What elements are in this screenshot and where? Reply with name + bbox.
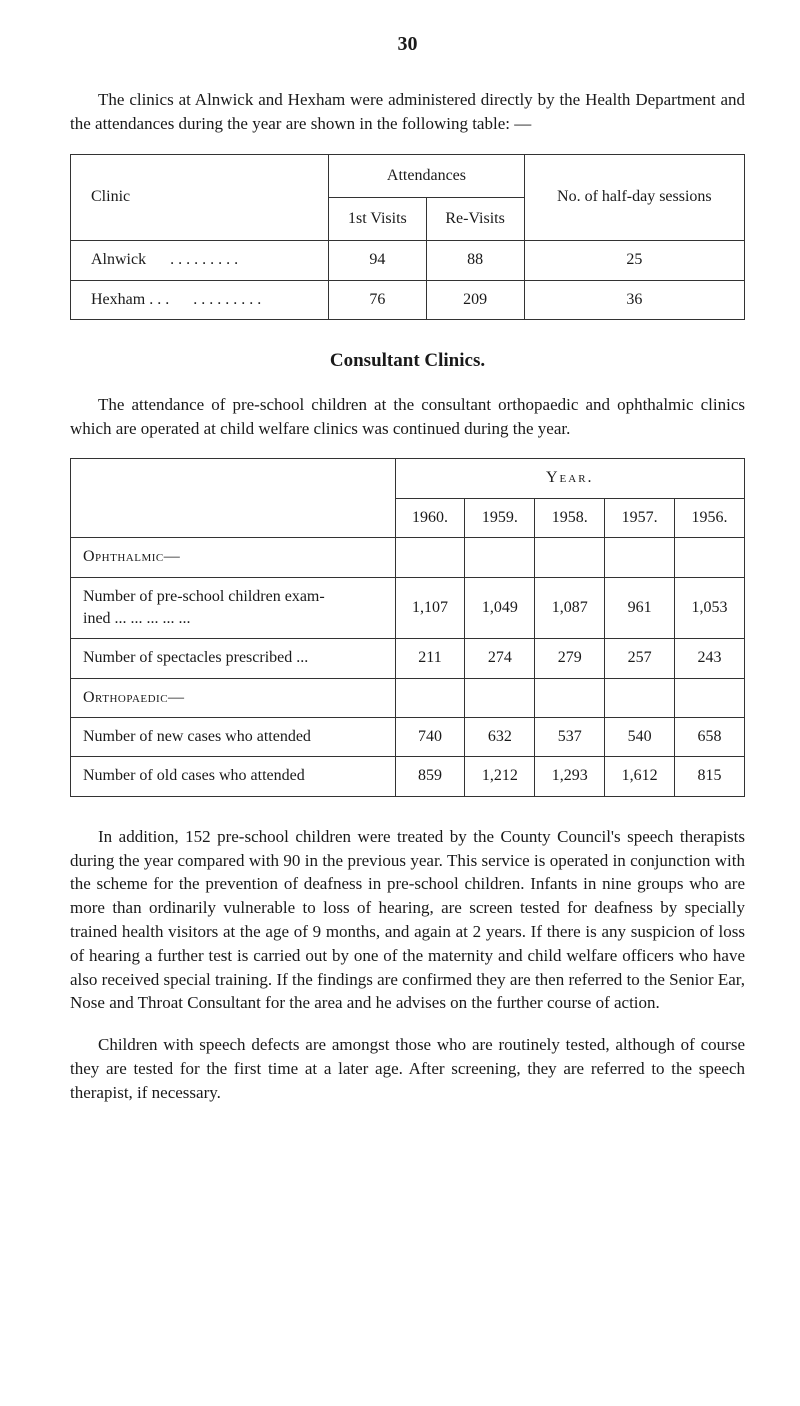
cell-half: 25 (524, 241, 744, 280)
cell-val: 540 (605, 718, 675, 757)
cell-empty (395, 678, 465, 717)
table-row: Ophthalmic— (71, 538, 745, 577)
clinic-name: Alnwick (91, 251, 146, 268)
th-attendances: Attendances (329, 154, 524, 197)
th-year: Year. (395, 459, 744, 498)
cell-val: 274 (465, 639, 535, 678)
th-year-col: 1956. (675, 498, 745, 537)
th-year-col: 1960. (395, 498, 465, 537)
row-label: Number of new cases who attended (71, 718, 396, 757)
clinic-table: Clinic Attendances No. of half-day sessi… (70, 154, 745, 321)
cell-val: 740 (395, 718, 465, 757)
cell-val: 658 (675, 718, 745, 757)
cell-empty (535, 538, 605, 577)
cell-val: 1,293 (535, 757, 605, 796)
children-paragraph: Children with speech defects are amongst… (70, 1033, 745, 1104)
cell-half: 36 (524, 280, 744, 319)
cell-empty (605, 678, 675, 717)
cell-empty (535, 678, 605, 717)
th-blank (71, 459, 396, 538)
clinic-name: Hexham . . . (91, 291, 169, 308)
cell-clinic-name: Alnwick . . . . . . . . . (71, 241, 329, 280)
year-table: Year. 1960. 1959. 1958. 1957. 1956. Opht… (70, 458, 745, 797)
cell-val: 1,053 (675, 577, 745, 639)
cell-empty (395, 538, 465, 577)
table-row: Hexham . . . . . . . . . . . . 76 209 36 (71, 280, 745, 319)
cell-empty (465, 538, 535, 577)
cell-re: 209 (426, 280, 524, 319)
cell-first: 94 (329, 241, 426, 280)
dots: . . . . . . . . . (193, 291, 261, 308)
section-orthopaedic: Orthopaedic— (71, 678, 396, 717)
cell-val: 279 (535, 639, 605, 678)
addition-paragraph: In addition, 152 pre-school children wer… (70, 825, 745, 1015)
dots: . . . . . . . . . (170, 251, 238, 268)
cell-val: 1,612 (605, 757, 675, 796)
cell-val: 537 (535, 718, 605, 757)
section-ophthalmic: Ophthalmic— (71, 538, 396, 577)
th-year-col: 1957. (605, 498, 675, 537)
cell-empty (675, 678, 745, 717)
cell-empty (465, 678, 535, 717)
th-halfday: No. of half-day sessions (524, 154, 744, 241)
cell-val: 1,107 (395, 577, 465, 639)
table-row: Number of old cases who attended 859 1,2… (71, 757, 745, 796)
consultant-paragraph: The attendance of pre-school children at… (70, 393, 745, 441)
intro-paragraph: The clinics at Alnwick and Hexham were a… (70, 88, 745, 136)
th-re-visits: Re-Visits (426, 197, 524, 240)
consultant-heading: Consultant Clinics. (70, 348, 745, 375)
cell-val: 815 (675, 757, 745, 796)
cell-val: 257 (605, 639, 675, 678)
th-year-col: 1958. (535, 498, 605, 537)
cell-empty (675, 538, 745, 577)
cell-val: 859 (395, 757, 465, 796)
th-clinic: Clinic (71, 154, 329, 241)
cell-re: 88 (426, 241, 524, 280)
row-label: Number of old cases who attended (71, 757, 396, 796)
table-row: Orthopaedic— (71, 678, 745, 717)
table-row: Number of pre-school children exam- ined… (71, 577, 745, 639)
cell-val: 1,049 (465, 577, 535, 639)
page-number: 30 (70, 30, 745, 58)
th-first-visits: 1st Visits (329, 197, 426, 240)
cell-val: 961 (605, 577, 675, 639)
row-label: Number of spectacles prescribed ... (71, 639, 396, 678)
cell-val: 243 (675, 639, 745, 678)
cell-empty (605, 538, 675, 577)
cell-val: 632 (465, 718, 535, 757)
cell-clinic-name: Hexham . . . . . . . . . . . . (71, 280, 329, 319)
table-row: Number of spectacles prescribed ... 211 … (71, 639, 745, 678)
cell-val: 211 (395, 639, 465, 678)
table-row: Number of new cases who attended 740 632… (71, 718, 745, 757)
cell-val: 1,087 (535, 577, 605, 639)
cell-first: 76 (329, 280, 426, 319)
cell-val: 1,212 (465, 757, 535, 796)
row-label: Number of pre-school children exam- ined… (71, 577, 396, 639)
table-row: Alnwick . . . . . . . . . 94 88 25 (71, 241, 745, 280)
th-year-col: 1959. (465, 498, 535, 537)
